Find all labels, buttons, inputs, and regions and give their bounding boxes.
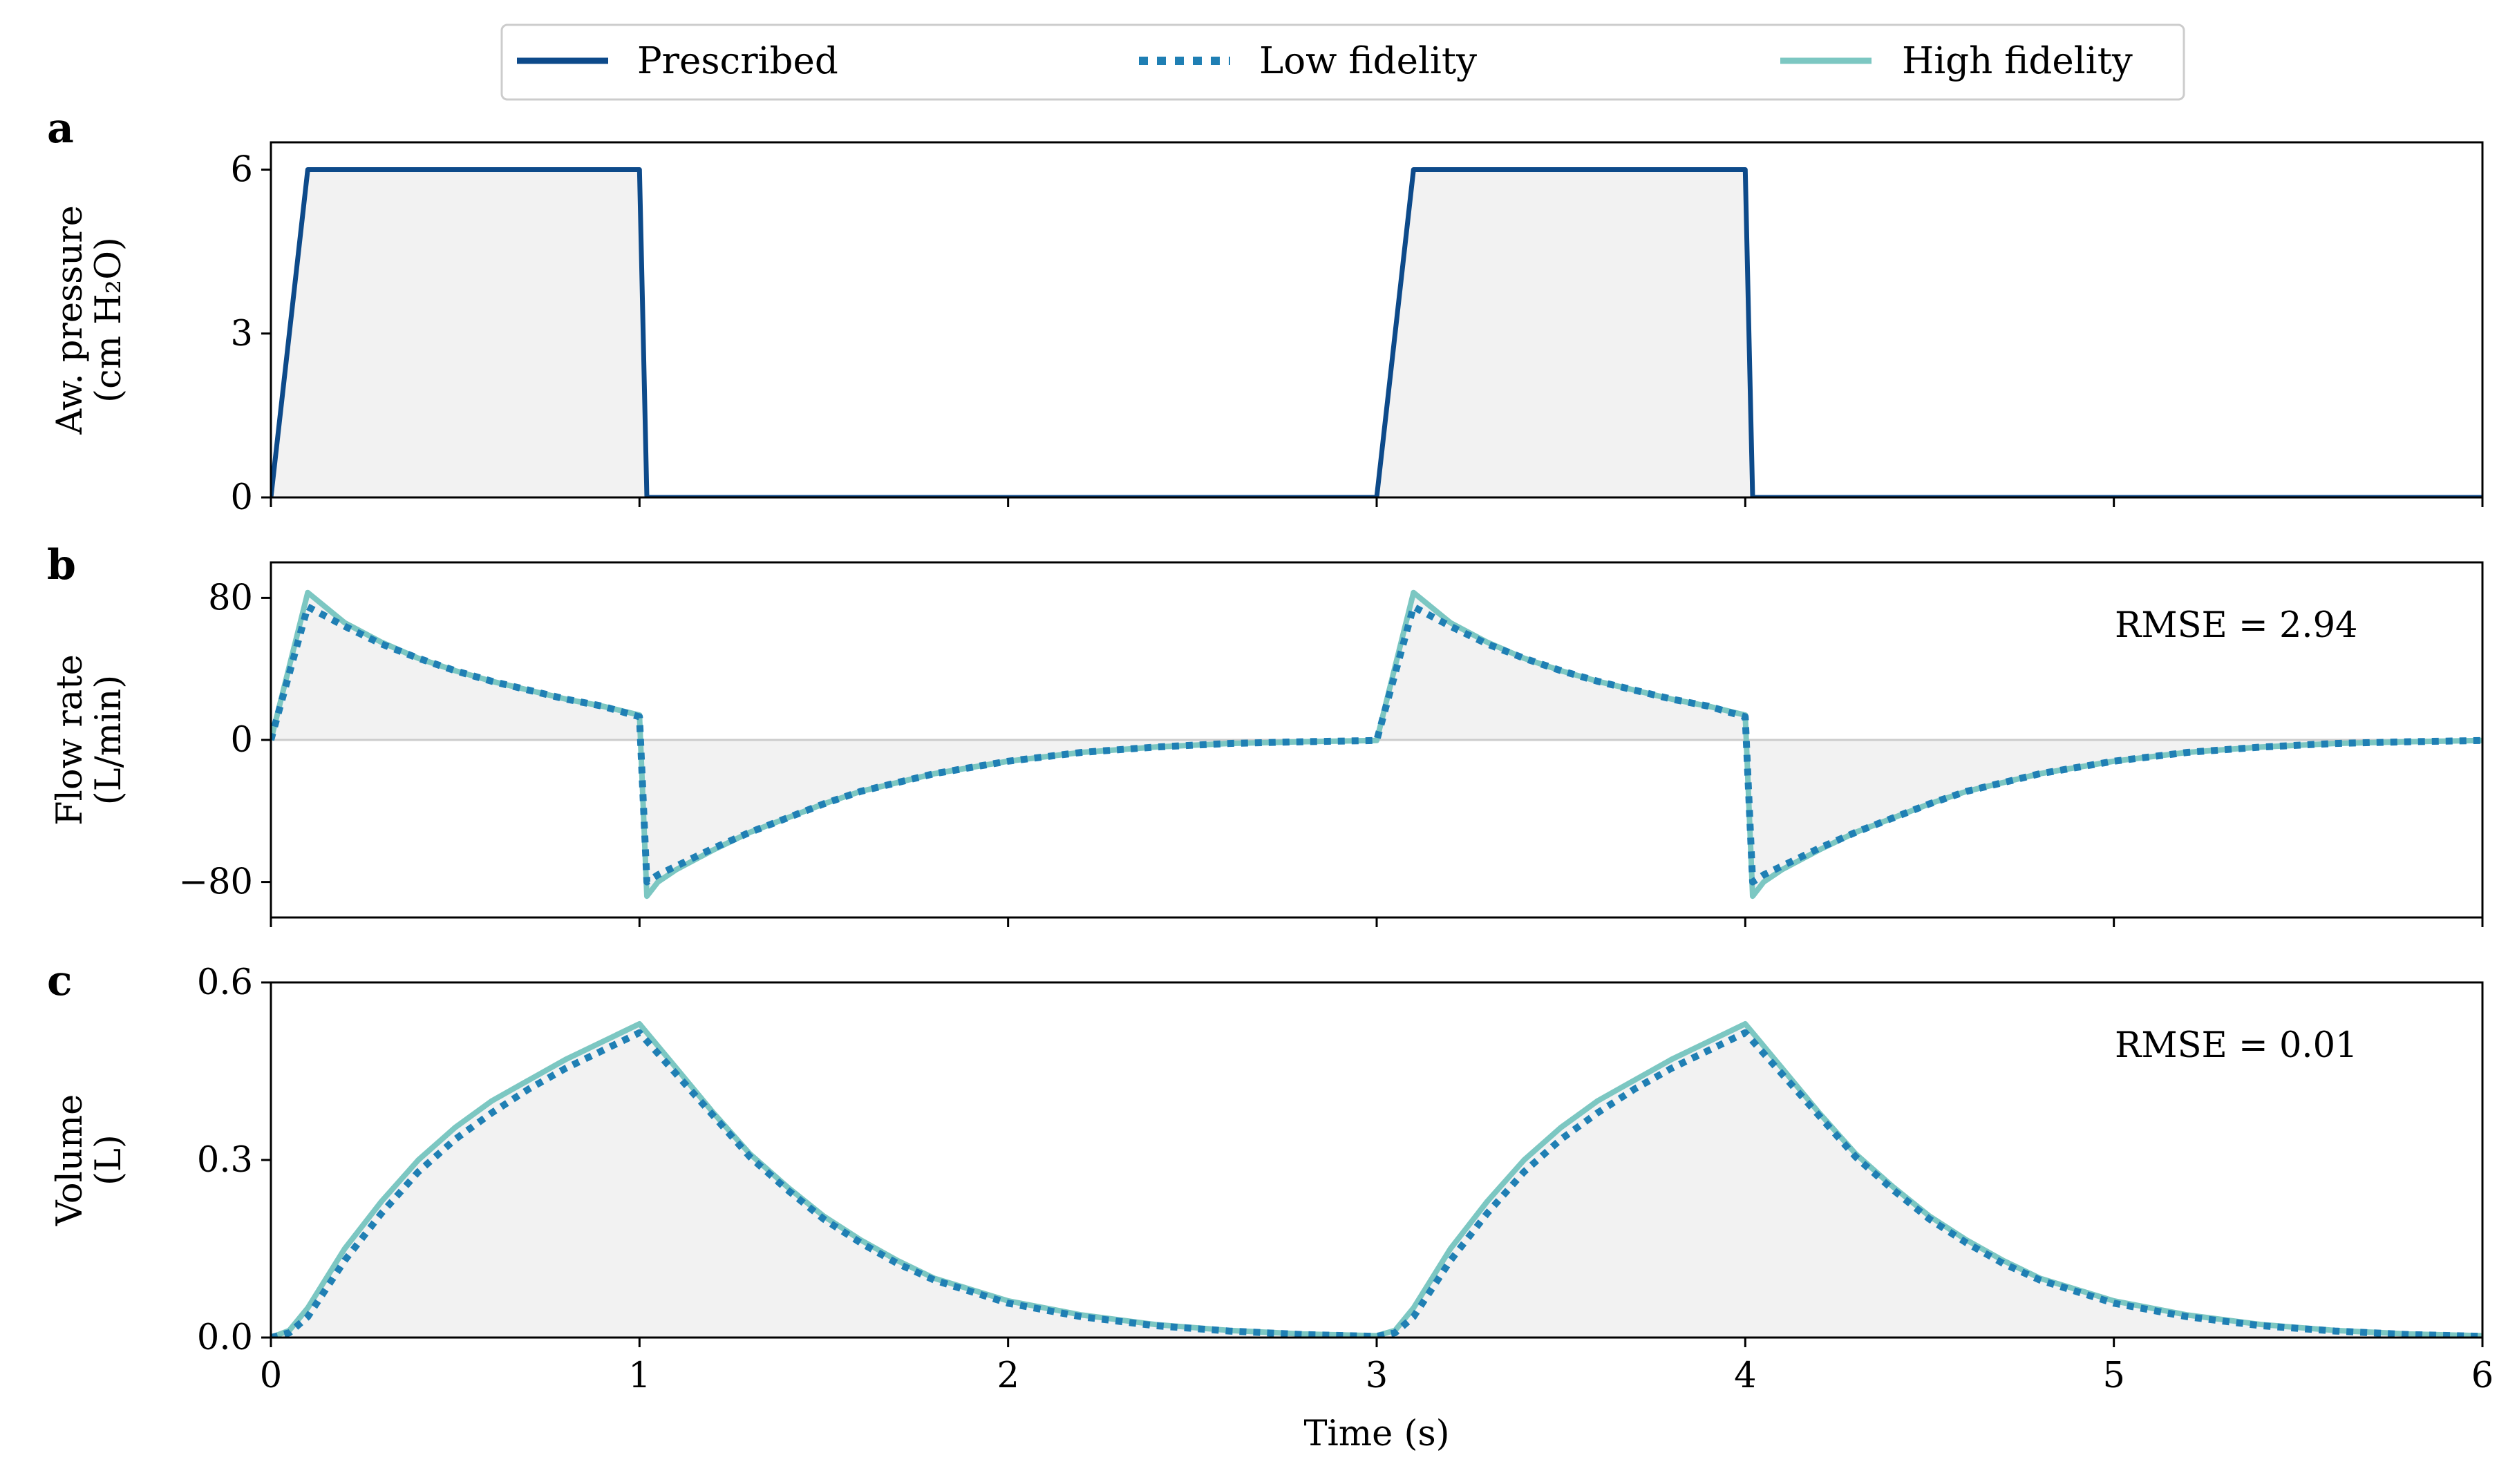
y-tick-label: 3 <box>231 314 253 354</box>
x-tick-label: 2 <box>997 1355 1019 1396</box>
y-tick-label: 6 <box>231 150 253 191</box>
series-line-low-fidelity <box>271 603 2482 886</box>
x-tick-label: 4 <box>1734 1355 1756 1396</box>
y-axis-title: Flow rate(L/min) <box>50 654 129 826</box>
x-tick-label: 6 <box>2471 1355 2494 1396</box>
x-tick-label: 1 <box>628 1355 650 1396</box>
y-axis-title: Volume(L) <box>50 1094 129 1227</box>
panel-c-volume: 0.0 0.3 0.6 0 1 2 3 4 5 6 Volume(L) c RMSE = 0.01 <box>47 957 2494 1396</box>
y-tick-label: −80 <box>178 862 253 903</box>
x-tick-label: 3 <box>1366 1355 1388 1396</box>
panel-letter: a <box>47 104 74 153</box>
y-axis-title-line1: Aw. pressure <box>50 205 91 435</box>
y-tick-label: 0 <box>231 720 253 761</box>
series-line-low-fidelity <box>271 1029 2482 1338</box>
y-tick-label: 0.3 <box>197 1140 253 1181</box>
y-tick-label: 0 <box>231 477 253 518</box>
y-axis-title-line2: (cm H₂O) <box>88 237 129 403</box>
y-axis-title-line2: (L) <box>88 1134 129 1186</box>
panel-letter: c <box>47 957 73 1005</box>
rmse-label: RMSE = 0.01 <box>2115 1025 2358 1066</box>
y-tick-label: 0.6 <box>197 962 253 1003</box>
y-axis-title-line1: Flow rate <box>50 654 91 826</box>
area-fill <box>271 169 2482 497</box>
area-fill <box>271 1023 2482 1338</box>
rmse-label: RMSE = 2.94 <box>2115 605 2358 646</box>
x-tick-label: 0 <box>260 1355 282 1396</box>
legend-label-low-fidelity: Low fidelity <box>1259 40 1477 82</box>
series-line-prescribed <box>271 167 2482 497</box>
legend: Prescribed Low fidelity High fidelity <box>500 23 2185 101</box>
y-tick-label: 0.0 <box>197 1317 253 1358</box>
y-axis-title-line1: Volume <box>50 1094 91 1227</box>
x-axis-title: Time (s) <box>1303 1414 1449 1454</box>
legend-label-prescribed: Prescribed <box>637 40 838 82</box>
y-axis-title: Aw. pressure(cm H₂O) <box>50 205 129 435</box>
panel-a-airway-pressure: 0 3 6 Aw. pressure(cm H₂O) a <box>47 104 2484 518</box>
y-tick-label: 80 <box>208 578 253 618</box>
panel-b-flow-rate: −80 0 80 Flow rate(L/min) b RMSE = 2.94 <box>47 541 2484 927</box>
legend-label-high-fidelity: High fidelity <box>1902 40 2133 82</box>
legend-frame <box>500 23 2185 101</box>
panel-letter: b <box>47 541 76 589</box>
area-fill <box>271 592 2482 897</box>
x-tick-label: 5 <box>2102 1355 2124 1396</box>
y-axis-title-line2: (L/min) <box>88 675 129 805</box>
